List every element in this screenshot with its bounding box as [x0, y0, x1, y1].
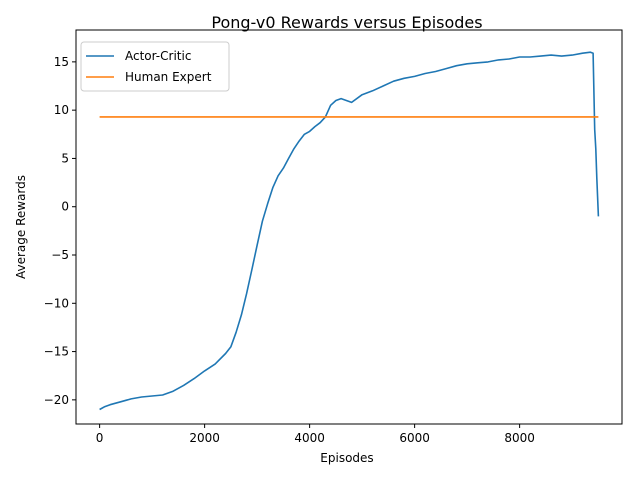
- y-tick-label: −10: [44, 296, 69, 310]
- y-axis-label: Average Rewards: [14, 175, 28, 279]
- legend-box: [80, 41, 230, 92]
- y-tick-label: −5: [51, 248, 69, 262]
- y-tick-label: 0: [61, 200, 69, 214]
- chart-title: Pong-v0 Rewards versus Episodes: [211, 13, 482, 32]
- series-layer: [99, 51, 600, 411]
- x-tick-label: 8000: [504, 431, 535, 445]
- y-tick-label: −20: [44, 393, 69, 407]
- y-tick-label: −15: [44, 345, 69, 359]
- y-tick-label: 10: [54, 103, 69, 117]
- x-axis-label: Episodes: [320, 451, 373, 465]
- legend-label: Human Expert: [125, 70, 212, 84]
- y-tick-label: 5: [61, 151, 69, 165]
- x-tick-label: 0: [96, 431, 104, 445]
- x-axis: 0 2000 4000 6000 8000: [96, 424, 535, 445]
- x-tick-label: 4000: [294, 431, 325, 445]
- legend-label: Actor-Critic: [125, 49, 191, 63]
- y-axis: −20 −15 −10 −5 0 5 10 15: [44, 55, 76, 407]
- legend: Actor-Critic Human Expert: [80, 41, 230, 92]
- plot-frame: [75, 29, 623, 425]
- x-tick-label: 2000: [189, 431, 220, 445]
- x-tick-label: 6000: [399, 431, 430, 445]
- y-tick-label: 15: [54, 55, 69, 69]
